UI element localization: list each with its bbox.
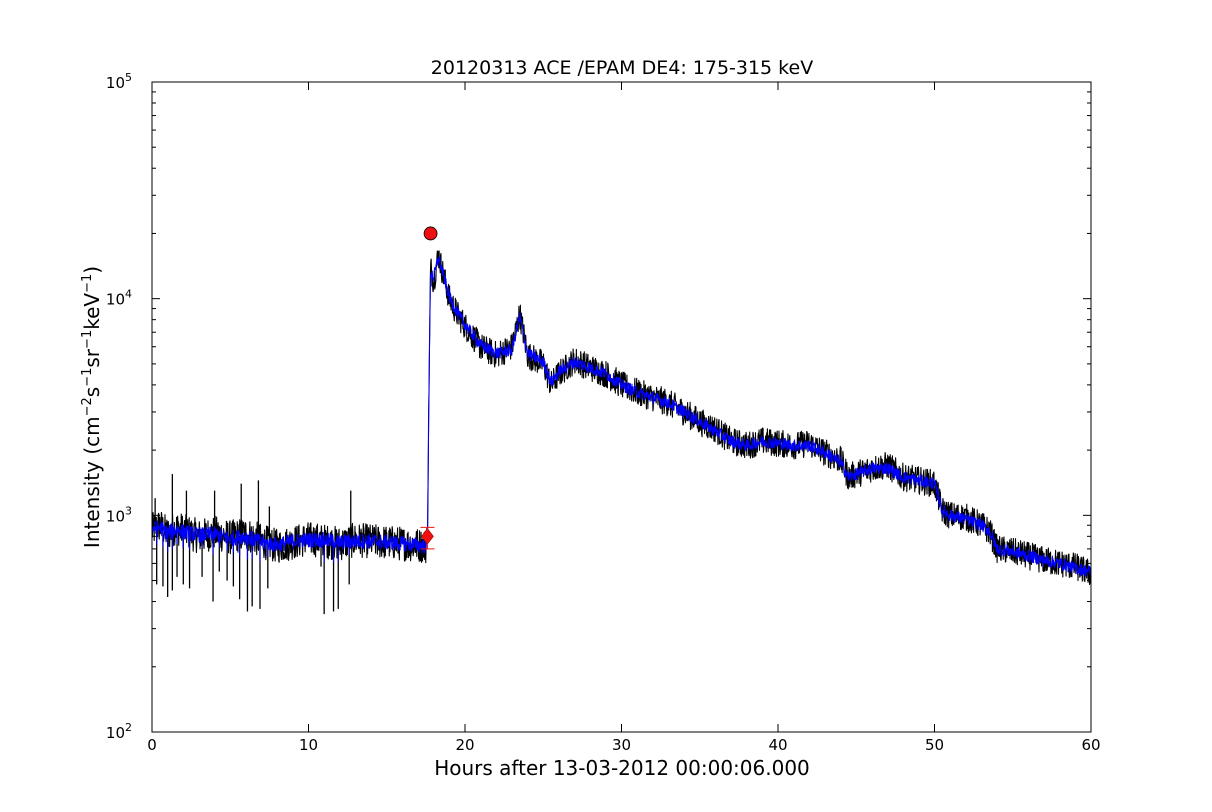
x-tick-label: 40 [768,736,787,754]
x-axis-label: Hours after 13-03-2012 00:00:06.000 [434,756,810,780]
chart-title: 20120313 ACE /EPAM DE4: 175-315 keV [431,57,813,79]
onset-errorbar [420,526,435,550]
series-layer [152,250,1091,615]
y-axis-label: Intensity (cm−2s−1sr−1keV−1) [80,266,104,548]
peak-marker [423,226,438,241]
series-smoothed-blue [152,256,1091,577]
x-tick-label: 50 [925,736,944,754]
x-tick-label: 10 [299,736,318,754]
y-tick-label: 103 [106,504,132,525]
x-tick-label: 60 [1081,736,1100,754]
y-axis: 102 103 104 105 [106,71,1091,742]
y-tick-label: 104 [106,288,132,309]
y-tick-label: 105 [106,71,132,92]
x-tick-label: 30 [612,736,631,754]
x-tick-label: 0 [147,736,157,754]
y-tick-label: 102 [106,721,132,742]
x-tick-label: 20 [455,736,474,754]
marker-layer [420,226,438,550]
x-axis: 0 10 20 30 40 50 60 [147,82,1101,754]
